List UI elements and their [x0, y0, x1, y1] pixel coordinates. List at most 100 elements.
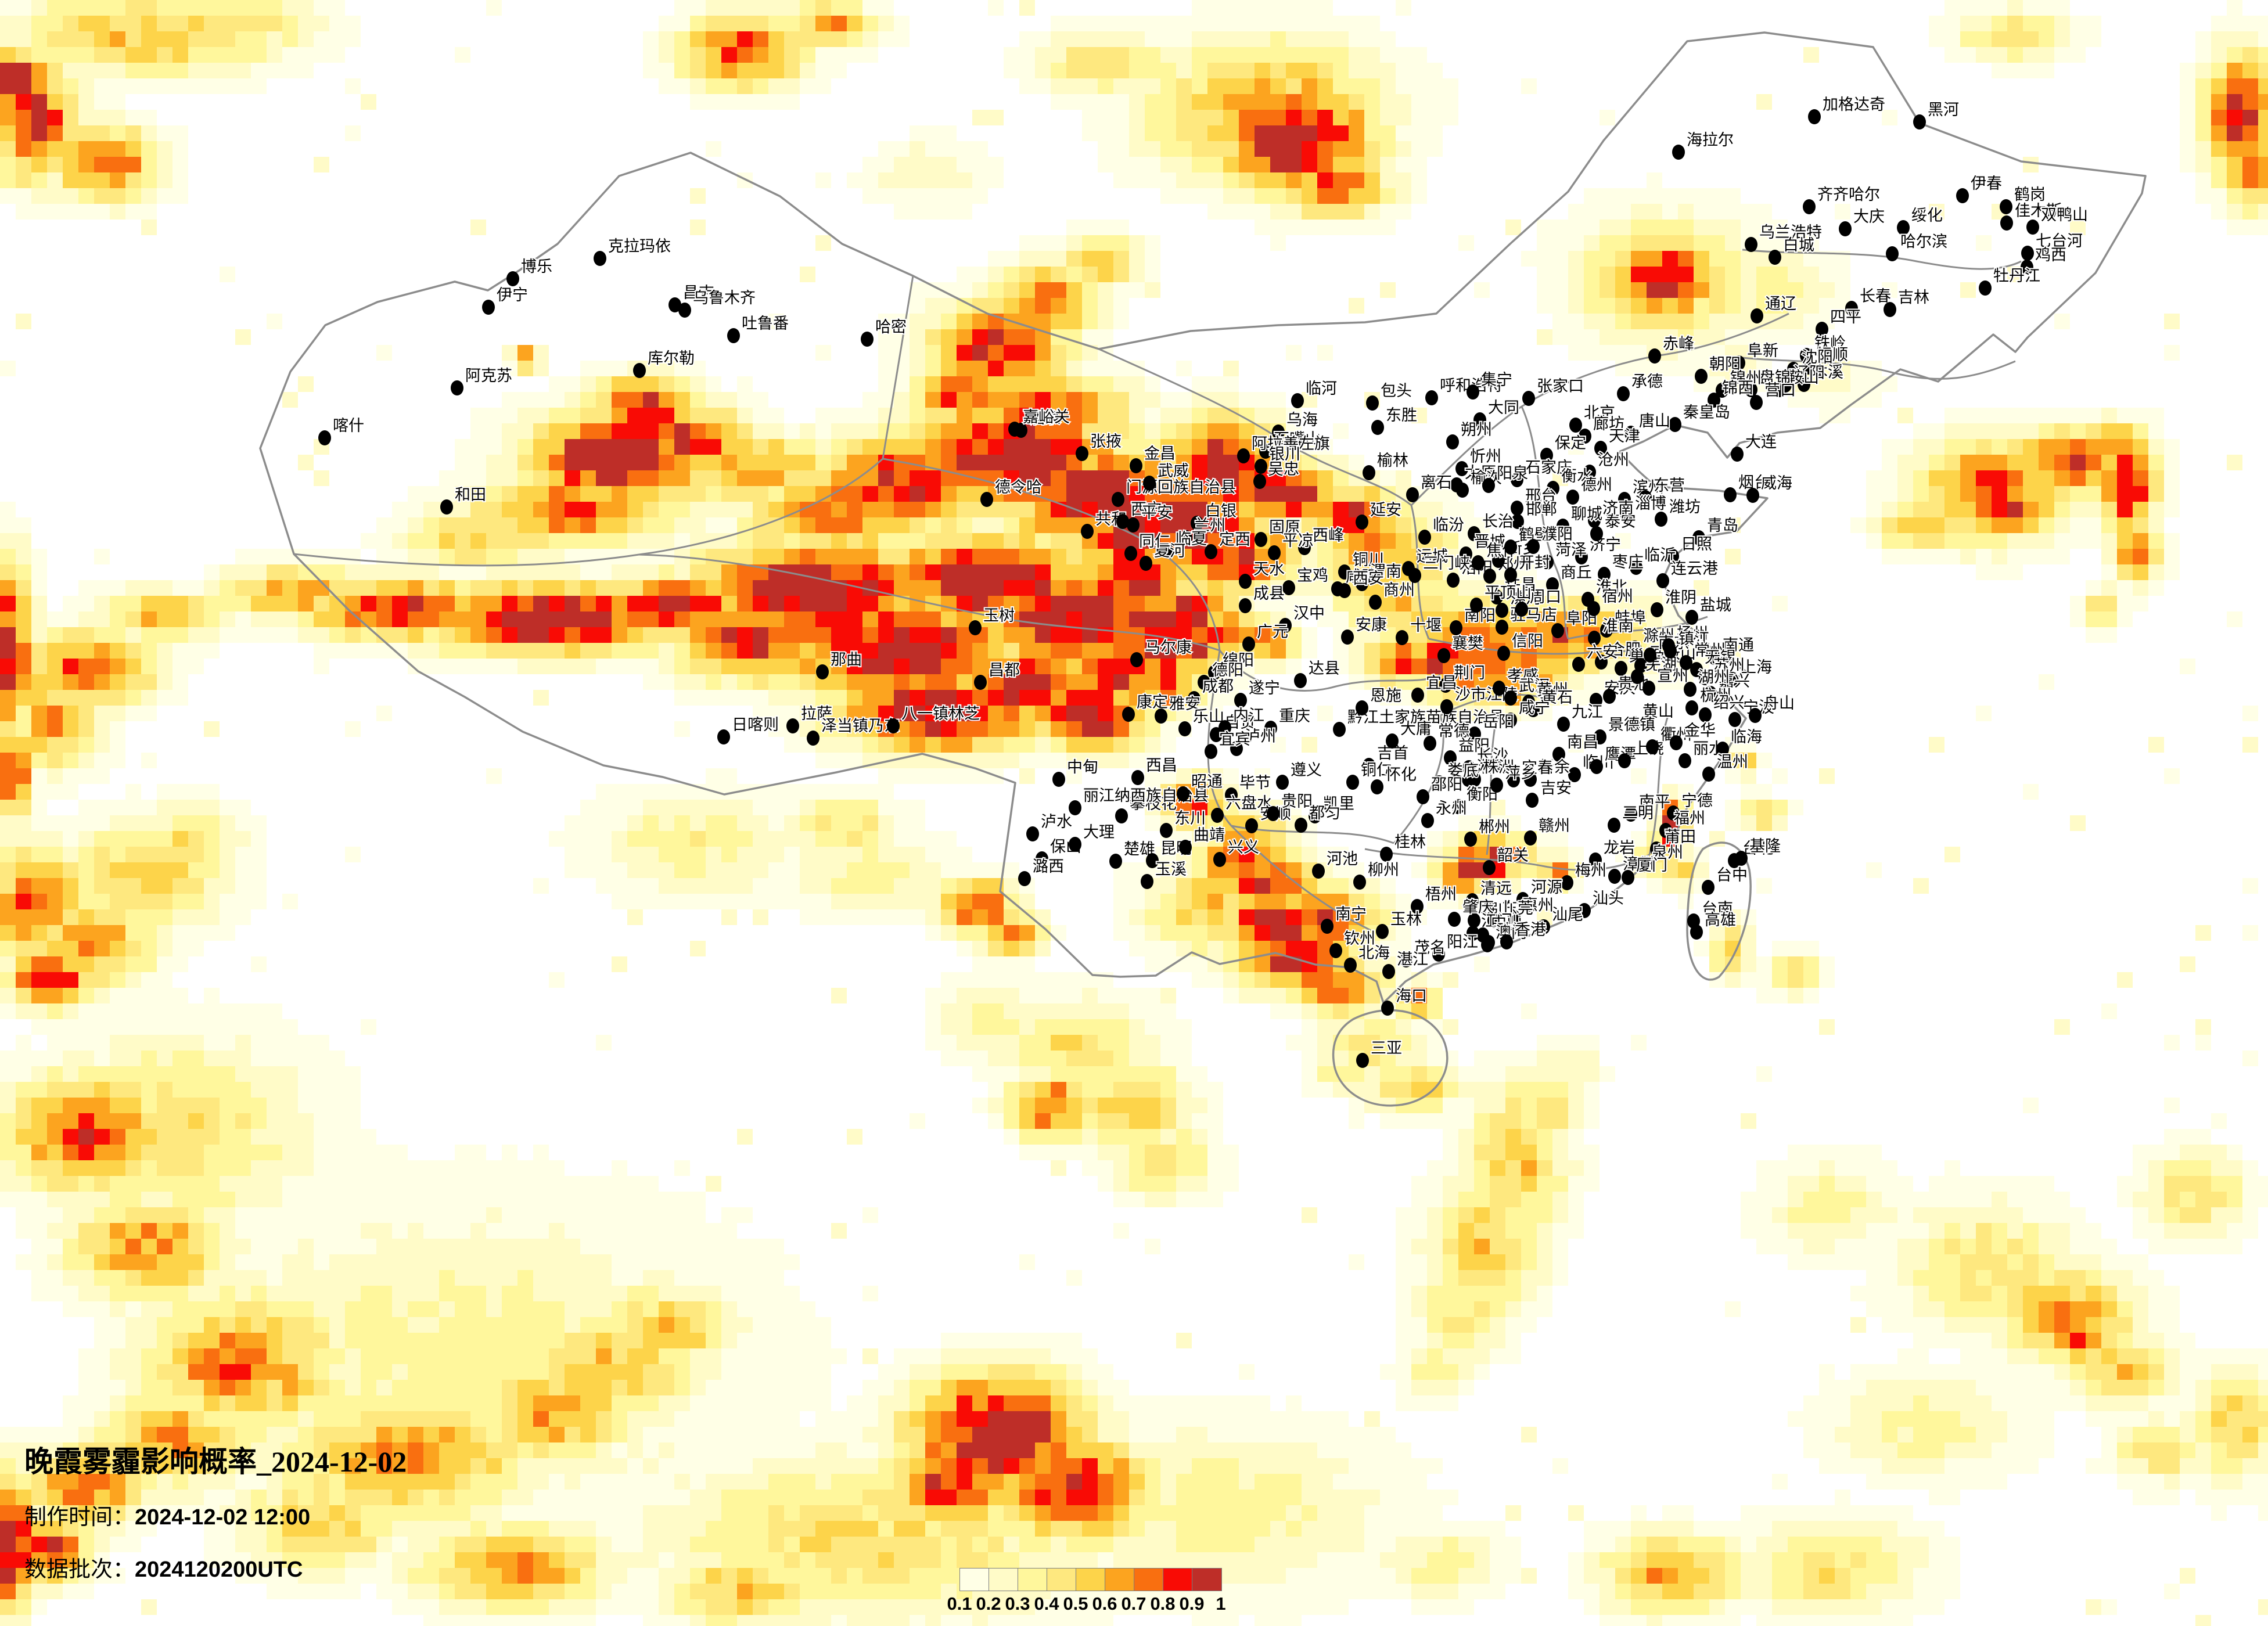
- heat-cell: [784, 643, 800, 659]
- heat-cell: [1129, 1192, 1145, 1207]
- heat-cell: [674, 611, 690, 627]
- heat-cell: [596, 1207, 612, 1223]
- heat-cell: [972, 329, 988, 345]
- heat-cell: [1333, 423, 1349, 439]
- heat-cell: [1364, 643, 1380, 659]
- heat-cell: [925, 502, 941, 517]
- heat-cell: [1239, 157, 1255, 172]
- heat-cell: [1019, 1145, 1035, 1160]
- heat-cell: [1960, 282, 1976, 298]
- heat-cell: [2101, 611, 2117, 627]
- heat-cell: [1694, 204, 1709, 220]
- heat-cell: [517, 455, 533, 470]
- heat-cell: [141, 627, 157, 643]
- heat-cell: [0, 674, 16, 690]
- heat-cell: [2227, 188, 2242, 204]
- heat-cell: [1223, 596, 1239, 611]
- heat-cell: [1192, 659, 1207, 674]
- heat-cell: [1145, 1003, 1160, 1019]
- heat-cell: [2117, 423, 2133, 439]
- heat-cell: [110, 941, 125, 956]
- heat-cell: [2180, 78, 2195, 94]
- heat-cell: [1364, 172, 1380, 188]
- heat-cell: [988, 988, 1004, 1003]
- heat-cell: [1066, 627, 1082, 643]
- heat-cell: [517, 1223, 533, 1239]
- heat-cell: [1364, 611, 1380, 627]
- heat-cell: [1129, 737, 1145, 753]
- heat-cell: [1349, 1035, 1364, 1051]
- heat-cell: [2227, 125, 2242, 141]
- heat-cell: [1129, 988, 1145, 1003]
- heat-cell: [1850, 1176, 1866, 1192]
- heat-cell: [392, 611, 408, 627]
- heat-cell: [612, 502, 627, 517]
- heat-cell: [2054, 1192, 2070, 1207]
- heat-cell: [1411, 659, 1427, 674]
- heat-cell: [2086, 533, 2101, 549]
- heat-cell: [94, 800, 110, 815]
- heat-cell: [329, 1223, 345, 1239]
- heat-cell: [2117, 611, 2133, 627]
- heat-cell: [596, 517, 612, 533]
- heat-cell: [31, 78, 47, 94]
- heat-cell: [2258, 141, 2268, 157]
- heat-cell: [1019, 470, 1035, 486]
- heat-cell: [486, 1192, 502, 1207]
- heat-cell: [0, 361, 16, 376]
- heat-cell: [2211, 1176, 2227, 1192]
- heat-cell: [0, 737, 16, 753]
- heat-cell: [862, 611, 878, 627]
- heat-cell: [1035, 314, 1051, 329]
- heat-cell: [627, 533, 643, 549]
- heat-cell: [674, 31, 690, 47]
- heat-cell: [768, 486, 784, 502]
- heat-cell: [627, 470, 643, 486]
- heat-cell: [2086, 502, 2101, 517]
- heat-cell: [1505, 580, 1521, 596]
- heat-cell: [1349, 188, 1364, 204]
- heat-cell: [470, 564, 486, 580]
- heat-cell: [1255, 408, 1270, 423]
- heat-cell: [1505, 1051, 1521, 1066]
- heat-cell: [1239, 423, 1255, 439]
- heat-cell: [31, 925, 47, 941]
- heat-cell: [1568, 643, 1584, 659]
- heat-cell: [957, 533, 972, 549]
- heat-cell: [1270, 94, 1286, 110]
- heat-cell: [1992, 1176, 2007, 1192]
- heat-cell: [1098, 611, 1113, 627]
- heat-cell: [172, 172, 188, 188]
- heat-cell: [737, 78, 753, 94]
- heat-cell: [172, 1019, 188, 1035]
- heat-cell: [1239, 94, 1255, 110]
- heat-cell: [2117, 972, 2133, 988]
- heat-cell: [1019, 894, 1035, 909]
- heat-cell: [1772, 972, 1788, 988]
- heat-cell: [1803, 235, 1819, 251]
- heat-cell: [392, 1176, 408, 1192]
- heat-cell: [204, 31, 220, 47]
- heat-cell: [1176, 470, 1192, 486]
- heat-cell: [486, 517, 502, 533]
- heat-cell: [627, 784, 643, 800]
- heat-cell: [1066, 1129, 1082, 1145]
- heat-cell: [16, 1098, 31, 1113]
- heat-cell: [627, 1223, 643, 1239]
- heat-cell: [2007, 423, 2023, 439]
- heat-cell: [972, 956, 988, 972]
- heat-cell: [2070, 470, 2086, 486]
- heat-cell: [157, 125, 172, 141]
- heat-cell: [1647, 204, 1662, 220]
- heat-cell: [314, 611, 329, 627]
- heat-cell: [941, 878, 957, 894]
- heat-cell: [925, 298, 941, 314]
- heat-cell: [1098, 1098, 1113, 1113]
- heat-cell: [1223, 517, 1239, 533]
- heat-cell: [31, 110, 47, 125]
- heat-cell: [627, 596, 643, 611]
- heat-cell: [1160, 1176, 1176, 1192]
- heat-cell: [1584, 251, 1600, 267]
- heat-cell: [1223, 0, 1239, 16]
- heat-cell: [2117, 408, 2133, 423]
